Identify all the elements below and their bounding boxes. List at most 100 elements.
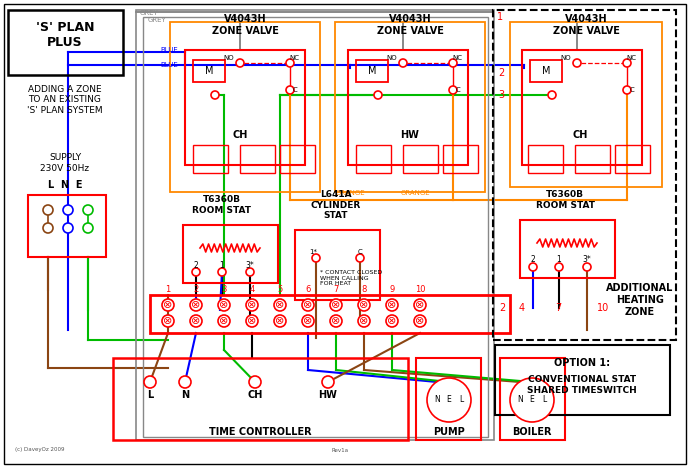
Bar [575,145,610,173]
Circle shape [249,376,261,388]
Circle shape [510,378,554,422]
Bar [615,145,650,173]
Text: NC: NC [289,55,299,61]
Circle shape [330,315,342,327]
Bar [113,358,408,440]
Text: 3*: 3* [582,256,591,264]
Text: NO: NO [224,55,235,61]
Circle shape [179,376,191,388]
Circle shape [286,59,294,67]
Bar [520,220,615,278]
Text: NO: NO [561,55,571,61]
Text: 2: 2 [499,303,505,313]
Text: ⊗: ⊗ [219,316,228,326]
Text: ⊗: ⊗ [247,300,257,310]
Text: ⊗: ⊗ [359,300,368,310]
Text: V4043H
ZONE VALVE: V4043H ZONE VALVE [553,14,620,36]
Text: C: C [629,87,634,93]
Text: ⊗: ⊗ [247,316,257,326]
Circle shape [162,299,174,311]
Text: 10: 10 [597,303,609,313]
Circle shape [63,223,73,233]
Circle shape [399,59,407,67]
Text: 3: 3 [498,90,504,100]
Circle shape [302,299,314,311]
Text: 2: 2 [194,261,199,270]
Bar [280,145,315,173]
Text: N: N [181,390,189,400]
Circle shape [427,378,471,422]
Text: BOILER: BOILER [512,427,552,437]
Text: M: M [542,66,550,76]
Text: 2: 2 [531,256,535,264]
Text: 10: 10 [415,285,425,294]
Bar [183,225,278,283]
Text: 3*: 3* [246,261,255,270]
Text: CONVENTIONAL STAT
SHARED TIMESWITCH: CONVENTIONAL STAT SHARED TIMESWITCH [527,375,637,395]
Text: L  N  E: L N E [48,180,82,190]
Text: C: C [455,87,460,93]
Circle shape [386,315,398,327]
Text: 1: 1 [557,256,562,264]
Circle shape [162,315,174,327]
Circle shape [274,315,286,327]
Text: TIME CONTROLLER: TIME CONTROLLER [208,427,311,437]
Circle shape [573,59,581,67]
Circle shape [218,315,230,327]
Circle shape [414,315,426,327]
Bar [416,358,481,440]
Text: NC: NC [626,55,636,61]
Bar [510,22,662,187]
Text: 2: 2 [498,68,504,78]
Text: ⊗: ⊗ [387,316,397,326]
Bar [143,17,488,437]
Text: M: M [368,66,376,76]
Text: ⊗: ⊗ [359,316,368,326]
Text: CH: CH [233,130,248,140]
Text: N: N [434,395,440,404]
Text: GREY: GREY [148,17,167,23]
Text: CH: CH [247,390,263,400]
Text: ⊗: ⊗ [164,300,172,310]
Text: ⊗: ⊗ [331,316,341,326]
Circle shape [449,59,457,67]
Text: 4: 4 [519,303,525,313]
Circle shape [246,268,254,276]
Text: ⊗: ⊗ [415,300,424,310]
Bar [495,345,670,415]
Bar [500,358,565,440]
Bar [356,60,388,82]
Circle shape [356,254,364,262]
Text: ⊗: ⊗ [191,300,201,310]
Text: 6: 6 [305,285,310,294]
Text: ⊗: ⊗ [164,316,172,326]
Text: NC: NC [452,55,462,61]
Text: E: E [446,395,451,404]
Circle shape [43,223,53,233]
Circle shape [623,59,631,67]
Text: 9: 9 [389,285,395,294]
Circle shape [43,205,53,215]
Circle shape [330,299,342,311]
Text: Rev1a: Rev1a [331,447,348,453]
Text: ORANGE: ORANGE [335,190,365,196]
Bar [28,195,106,257]
Text: HW: HW [401,130,420,140]
Bar [443,145,478,173]
Circle shape [555,263,563,271]
Bar [522,50,642,165]
Text: V4043H
ZONE VALVE: V4043H ZONE VALVE [377,14,444,36]
Text: * CONTACT CLOSED
WHEN CALLING
FOR HEAT: * CONTACT CLOSED WHEN CALLING FOR HEAT [320,270,382,286]
Circle shape [414,299,426,311]
Bar [403,145,438,173]
Text: 'S' PLAN
PLUS: 'S' PLAN PLUS [36,21,95,49]
Circle shape [246,315,258,327]
Text: L: L [147,390,153,400]
Text: N: N [517,395,523,404]
Text: C: C [293,87,297,93]
Text: ⊗: ⊗ [275,316,285,326]
Circle shape [218,299,230,311]
Text: ⊗: ⊗ [304,300,313,310]
Circle shape [302,315,314,327]
Bar [335,22,485,192]
